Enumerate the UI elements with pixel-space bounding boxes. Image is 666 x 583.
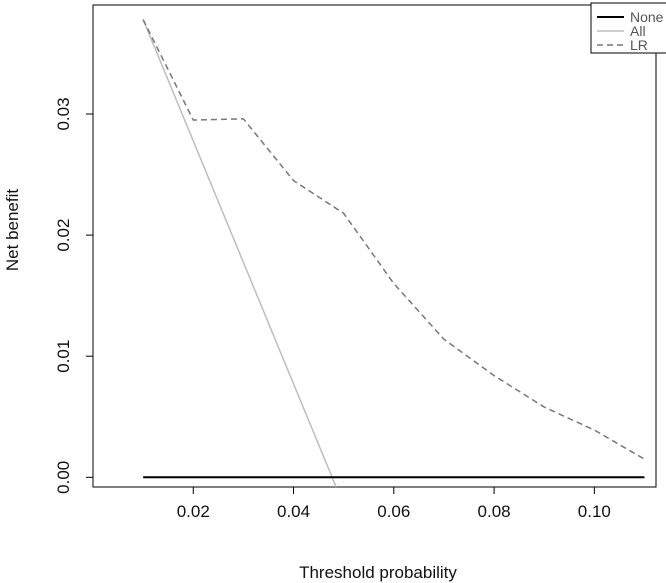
y-tick-label: 0.02 [54,219,73,252]
series-layer [142,19,645,488]
x-axis-ticks: 0.02 0.04 0.06 0.08 0.10 [177,487,611,521]
plot-frame [92,4,657,488]
x-tick-label: 0.08 [478,502,511,521]
x-tick-label: 0.10 [578,502,611,521]
x-tick-label: 0.02 [177,502,210,521]
series-line-all [142,19,337,488]
legend-label: All [630,23,646,39]
legend-label: LR [630,37,648,53]
y-tick-label: 0.03 [54,97,73,130]
y-axis-ticks: 0.00 0.01 0.02 0.03 [54,97,93,494]
x-axis-title: Threshold probability [299,563,457,582]
x-tick-label: 0.04 [277,502,310,521]
legend-box [590,2,666,54]
y-tick-label: 0.00 [54,461,73,494]
series-line-lr [142,19,645,460]
legend-label: None [630,9,664,25]
y-tick-label: 0.01 [54,340,73,373]
y-axis-title: Net benefit [3,189,22,271]
x-tick-label: 0.06 [377,502,410,521]
